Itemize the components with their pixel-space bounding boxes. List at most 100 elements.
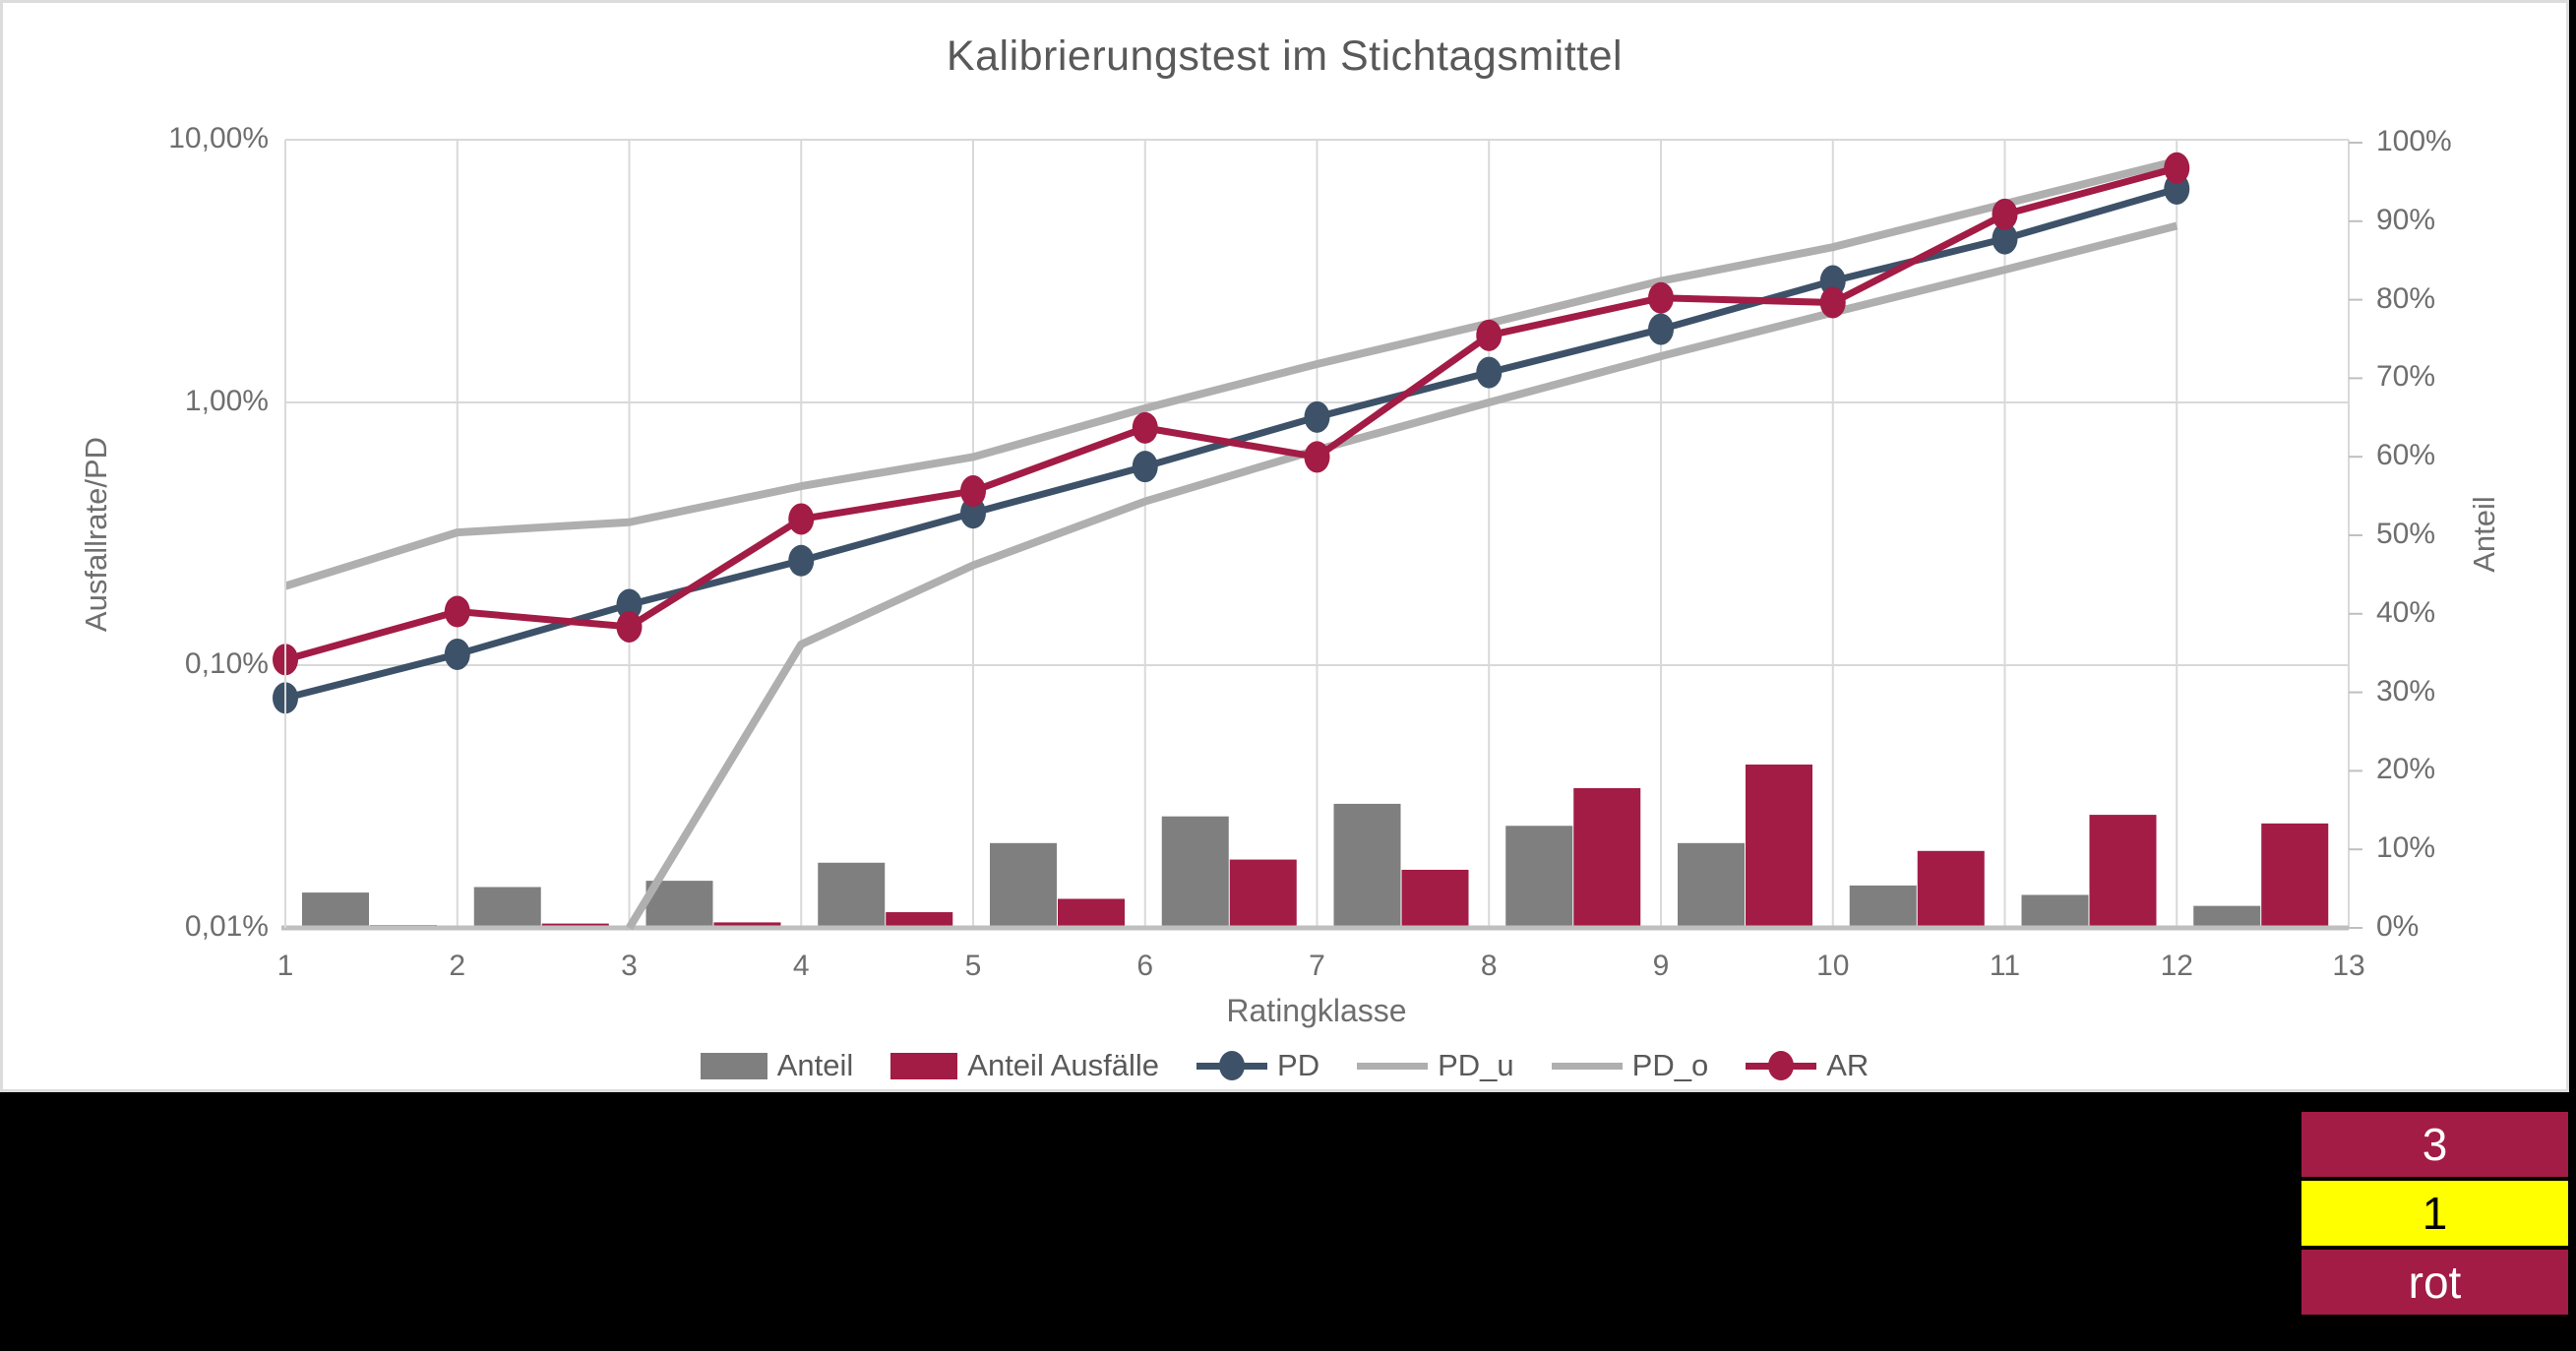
legend-label: PD_o [1631, 1048, 1709, 1082]
x-tick-label: 1 [276, 950, 294, 982]
bar-Anteil Ausfälle [1917, 850, 1985, 928]
legend-swatch-icon [890, 1052, 958, 1079]
bar-Anteil [302, 892, 369, 928]
marker-AR [1304, 441, 1330, 473]
bar-Anteil Ausfälle [1229, 859, 1297, 928]
bar-Anteil [1505, 826, 1573, 928]
legend-item-PD_u: PD_u [1357, 1048, 1514, 1083]
y-axis-title-left: Ausfallrate/PD [79, 436, 113, 633]
bar-Anteil Ausfälle [1401, 869, 1469, 928]
marker-PD [1992, 222, 2018, 255]
y-right-tick-label: 60% [2376, 439, 2436, 472]
legend-label: AR [1826, 1048, 1870, 1082]
x-axis-title: Ratingklasse [1226, 993, 1407, 1028]
legend-label: Anteil [776, 1048, 854, 1082]
marker-PD [960, 497, 986, 529]
legend-item-Anteil Ausfälle: Anteil Ausfälle [890, 1048, 1159, 1083]
side-table-cell-1: 3 [2301, 1112, 2568, 1177]
marker-AR [1992, 198, 2018, 230]
side-table-cell-3: rot [2301, 1250, 2568, 1315]
y-right-tick-label: 50% [2376, 518, 2436, 550]
x-tick-label: 6 [1136, 950, 1154, 982]
legend-swatch-icon [700, 1052, 767, 1079]
x-tick-label: 3 [621, 950, 638, 982]
bar-Anteil [2193, 905, 2261, 928]
plot-svg [273, 139, 2362, 931]
marker-PD [1304, 400, 1330, 433]
x-tick-label: 11 [1989, 950, 2021, 982]
y-right-tick-label: 80% [2376, 281, 2436, 315]
legend-label: Anteil Ausfälle [967, 1048, 1160, 1082]
legend-line-icon [1357, 1049, 1429, 1082]
x-tick-label: 10 [1816, 950, 1850, 982]
chart-panel: Kalibrierungstest im Stichtagsmittel Aus… [0, 0, 2569, 1092]
x-tick-label: 4 [792, 950, 810, 982]
legend-line-icon [1196, 1049, 1268, 1082]
marker-AR [1819, 286, 1846, 319]
bar-Anteil [1849, 885, 1917, 928]
marker-PD [1476, 356, 1503, 389]
y-left-tick-label: 1,00% [184, 385, 269, 417]
bar-Anteil Ausfälle [1746, 765, 1812, 928]
marker-PD [1648, 313, 1674, 345]
bar-Anteil Ausfälle [1058, 898, 1125, 928]
marker-AR [1132, 411, 1158, 444]
line-PD_o [283, 156, 2178, 590]
marker-AR [444, 595, 470, 628]
legend: Anteil Anteil Ausfälle PD PD_u PD_o AR [3, 1048, 2566, 1083]
x-tick-label: 5 [964, 950, 982, 982]
y-right-tick-label: 10% [2376, 831, 2436, 865]
y-right-tick-label: 20% [2376, 753, 2436, 786]
y-right-tick-label: 0% [2376, 910, 2420, 943]
marker-AR [2164, 152, 2190, 184]
y-axis-title-right: Anteil [2467, 496, 2501, 573]
marker-AR [1648, 281, 1674, 314]
side-table-cell-2: 1 [2301, 1181, 2568, 1246]
bar-Anteil Ausfälle [1573, 787, 1641, 928]
x-tick-label: 13 [2332, 950, 2365, 982]
y-left-tick-label: 10,00% [168, 122, 269, 154]
marker-PD [788, 544, 815, 577]
bar-Anteil Ausfälle [2261, 823, 2329, 928]
marker-PD [1819, 265, 1846, 297]
marker-PD [1132, 451, 1158, 483]
legend-item-Anteil: Anteil [700, 1048, 854, 1083]
bar-Anteil [1161, 816, 1229, 928]
side-table: 3 1 rot [2301, 1112, 2568, 1319]
bar-Anteil Ausfälle [886, 912, 953, 928]
legend-label: PD [1277, 1048, 1320, 1082]
x-tick-label: 7 [1309, 950, 1325, 982]
bar-Anteil [990, 842, 1057, 928]
marker-AR [616, 610, 643, 643]
marker-AR [960, 475, 986, 508]
legend-label: PD_u [1438, 1048, 1514, 1082]
line-AR [284, 164, 2178, 663]
bar-Anteil [2021, 894, 2089, 928]
x-tick-label: 2 [449, 950, 466, 982]
chart-title: Kalibrierungstest im Stichtagsmittel [946, 32, 1624, 80]
legend-line-icon [1746, 1049, 1817, 1082]
y-right-tick-label: 90% [2376, 203, 2436, 236]
line-PD_u [626, 221, 2178, 931]
x-tick-label: 9 [1652, 950, 1670, 982]
x-tick-label: 12 [2160, 950, 2193, 982]
bar-Anteil Ausfälle [2089, 815, 2157, 928]
y-right-tick-label: 30% [2376, 674, 2436, 707]
legend-item-PD_o: PD_o [1551, 1048, 1709, 1083]
marker-PD [444, 638, 470, 670]
bar-Anteil Ausfälle [713, 922, 781, 928]
y-right-tick-label: 100% [2376, 125, 2452, 157]
bar-Anteil [1678, 842, 1745, 928]
y-left-tick-label: 0,01% [184, 910, 269, 943]
y-right-tick-label: 40% [2376, 595, 2436, 629]
legend-item-AR: AR [1746, 1048, 1869, 1083]
legend-line-icon [1551, 1049, 1623, 1082]
legend-item-PD: PD [1196, 1048, 1319, 1083]
marker-AR [1476, 319, 1503, 351]
bar-Anteil [473, 887, 541, 928]
bar-Anteil [1333, 803, 1401, 928]
y-right-tick-label: 70% [2376, 360, 2436, 394]
marker-PD [616, 588, 643, 621]
x-tick-label: 8 [1480, 950, 1498, 982]
